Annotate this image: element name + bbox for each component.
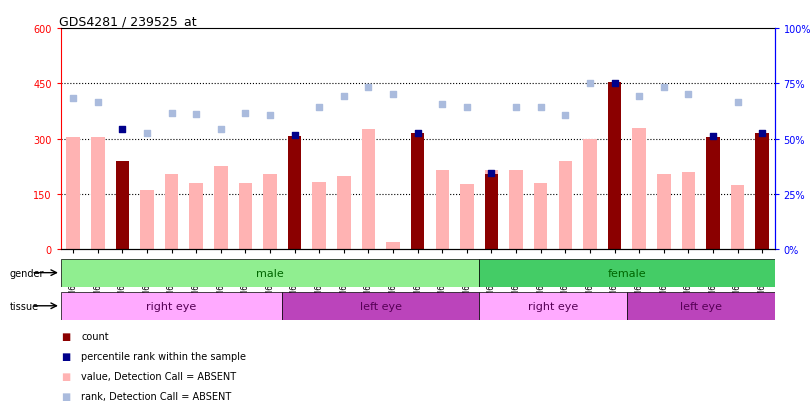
Bar xyxy=(755,134,769,250)
Bar xyxy=(91,138,105,250)
Point xyxy=(583,81,596,88)
Point xyxy=(657,85,670,91)
Point xyxy=(706,133,719,140)
Point xyxy=(92,99,105,106)
Bar xyxy=(509,171,523,250)
Bar xyxy=(116,163,129,250)
Point xyxy=(731,99,744,106)
Point xyxy=(140,131,153,137)
Point xyxy=(682,92,695,98)
Text: ■: ■ xyxy=(61,391,70,401)
Bar xyxy=(386,242,400,250)
Bar xyxy=(485,171,498,250)
Text: female: female xyxy=(607,268,646,278)
Bar xyxy=(559,161,572,250)
Point xyxy=(362,85,375,91)
Bar xyxy=(607,195,621,250)
Point xyxy=(461,105,474,112)
Point xyxy=(190,111,203,118)
Point xyxy=(264,112,277,119)
Bar xyxy=(362,130,375,250)
Bar xyxy=(534,183,547,250)
Bar xyxy=(706,138,719,250)
Text: rank, Detection Call = ABSENT: rank, Detection Call = ABSENT xyxy=(81,391,231,401)
Point xyxy=(436,101,448,108)
Bar xyxy=(755,174,769,250)
Point xyxy=(608,81,621,88)
Bar xyxy=(67,138,80,250)
Point xyxy=(239,110,252,117)
Point xyxy=(165,110,178,117)
Text: ■: ■ xyxy=(61,332,70,342)
Point xyxy=(509,105,522,112)
Point xyxy=(559,112,572,119)
Bar xyxy=(238,183,252,250)
Bar xyxy=(681,173,695,250)
Point xyxy=(756,131,769,137)
Bar xyxy=(411,134,424,250)
Text: value, Detection Call = ABSENT: value, Detection Call = ABSENT xyxy=(81,371,236,381)
Point xyxy=(387,92,400,98)
Bar xyxy=(116,161,129,250)
Bar xyxy=(264,174,277,250)
Bar xyxy=(627,292,775,320)
Text: percentile rank within the sample: percentile rank within the sample xyxy=(81,351,246,361)
Point xyxy=(288,133,301,139)
Point xyxy=(411,131,424,137)
Bar xyxy=(337,176,350,250)
Bar xyxy=(288,136,302,250)
Text: ■: ■ xyxy=(61,351,70,361)
Bar xyxy=(479,259,775,287)
Bar xyxy=(190,183,203,250)
Bar xyxy=(706,183,719,250)
Text: tissue: tissue xyxy=(10,301,39,311)
Bar xyxy=(411,145,424,250)
Bar xyxy=(165,174,178,250)
Bar xyxy=(288,244,302,250)
Bar xyxy=(485,174,498,250)
Point xyxy=(633,94,646,100)
Text: right eye: right eye xyxy=(528,301,578,311)
Bar xyxy=(312,183,326,250)
Text: right eye: right eye xyxy=(147,301,197,311)
Bar xyxy=(583,139,597,250)
Bar xyxy=(633,128,646,250)
Bar xyxy=(607,83,621,250)
Bar xyxy=(61,292,282,320)
Text: ■: ■ xyxy=(61,371,70,381)
Bar xyxy=(657,174,671,250)
Point xyxy=(67,95,79,102)
Bar xyxy=(140,191,154,250)
Bar xyxy=(460,184,474,250)
Point xyxy=(337,94,350,100)
Point xyxy=(116,127,129,133)
Bar xyxy=(61,259,479,287)
Bar xyxy=(436,171,449,250)
Bar xyxy=(282,292,479,320)
Text: GDS4281 / 239525_at: GDS4281 / 239525_at xyxy=(59,15,197,28)
Point xyxy=(534,105,547,112)
Point xyxy=(313,105,326,112)
Point xyxy=(214,127,227,133)
Bar xyxy=(731,185,744,250)
Bar xyxy=(479,292,627,320)
Text: left eye: left eye xyxy=(360,301,401,311)
Text: male: male xyxy=(256,268,284,278)
Text: left eye: left eye xyxy=(680,301,722,311)
Point xyxy=(485,170,498,177)
Text: count: count xyxy=(81,332,109,342)
Text: gender: gender xyxy=(10,268,45,278)
Bar xyxy=(214,167,228,250)
